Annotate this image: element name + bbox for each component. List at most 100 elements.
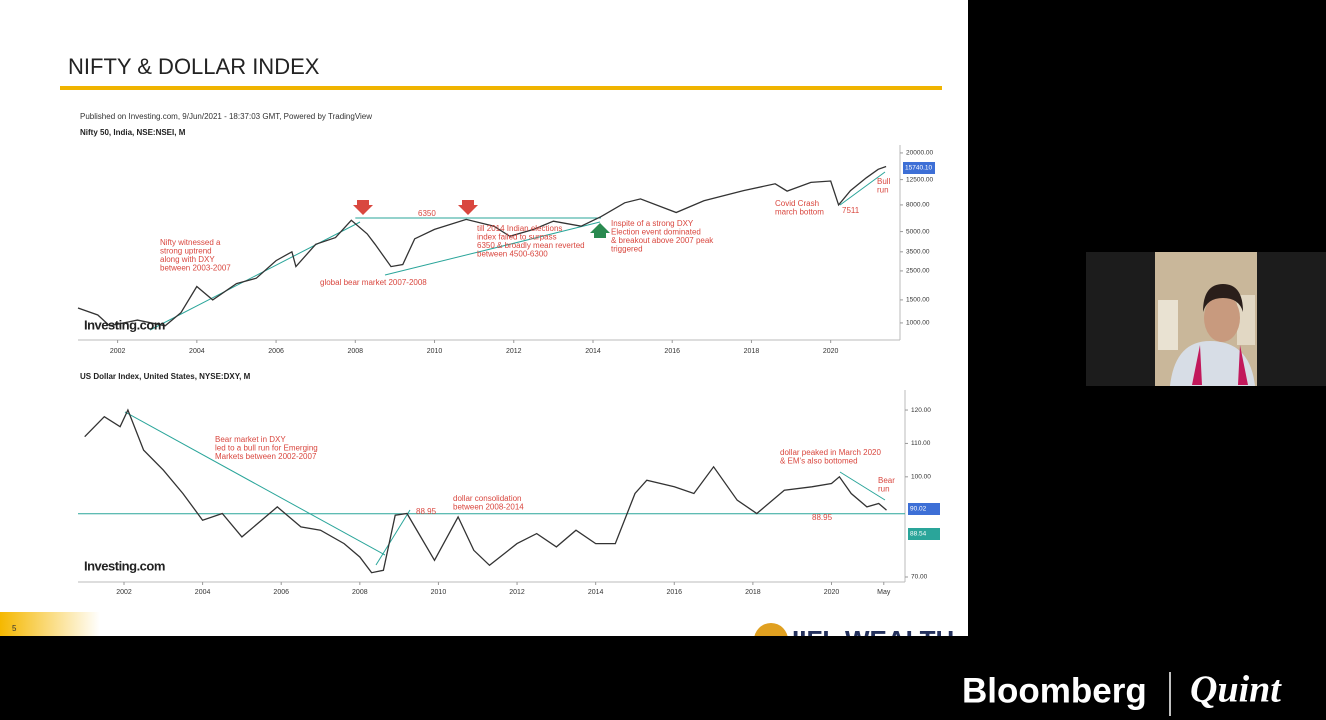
x-tick-label: 2002 — [116, 589, 132, 596]
y-tick-label: 110.00 — [911, 440, 931, 447]
price-line — [84, 408, 887, 574]
y-tick-label: 70.00 — [911, 574, 928, 581]
x-tick-label: 2006 — [273, 589, 289, 596]
trend-line — [839, 171, 886, 206]
annotation: till 2014 Indian elections — [477, 224, 562, 233]
y-tick-label: 20000.00 — [906, 150, 933, 157]
watermark: Investing.com — [84, 558, 165, 573]
y-tick-label: 12500.00 — [906, 176, 933, 183]
annotation: march bottom — [775, 208, 824, 217]
trend-lines — [124, 171, 886, 566]
y-tick-label: 5000.00 — [906, 228, 930, 235]
annotation: 88.95 — [812, 513, 833, 522]
scarf — [1192, 345, 1248, 385]
x-tick-label: 2020 — [824, 589, 840, 596]
y-tick-label: 1500.00 — [906, 297, 930, 304]
price-tag — [903, 162, 935, 174]
chart-title: US Dollar Index, United States, NYSE:DXY… — [80, 372, 251, 381]
x-tick-label: 2016 — [666, 589, 682, 596]
y-tick-label: 100.00 — [911, 474, 931, 481]
annotation: triggered — [611, 245, 643, 254]
annotation: & breakout above 2007 peak — [611, 236, 714, 245]
annotation: Bear market in DXY — [215, 435, 286, 444]
window — [1158, 300, 1178, 350]
annotation: Bull — [877, 177, 891, 186]
annotation: 6350 — [418, 209, 436, 218]
y-tick-label: 8000.00 — [906, 202, 930, 209]
annotation: Election event dominated — [611, 228, 701, 237]
annotation: index failed to surpass — [477, 233, 557, 242]
sell-arrow — [458, 200, 478, 215]
annotation: between 2003-2007 — [160, 264, 231, 273]
published-note: Published on Investing.com, 9/Jun/2021 -… — [80, 112, 372, 121]
price-tag-label: 88.54 — [910, 531, 927, 538]
slide-title: NIFTY & DOLLAR INDEX — [68, 54, 320, 79]
page-bar — [0, 612, 100, 636]
x-tick-label: 2018 — [745, 589, 761, 596]
price-tag-label: 90.02 — [910, 506, 927, 513]
annotation: & EM's also bottomed — [780, 457, 858, 466]
annotation: Nifty witnessed a — [160, 238, 221, 247]
chart-title: Nifty 50, India, NSE:NSEI, M — [80, 128, 186, 137]
broadcast-left: Bloomberg — [962, 671, 1147, 710]
annotation: dollar consolidation — [453, 494, 522, 503]
x-tick-label: 2016 — [664, 348, 680, 355]
x-tick-label: 2008 — [352, 589, 368, 596]
title-rule — [60, 86, 942, 90]
person-body — [1170, 341, 1255, 386]
y-tick-label: 120.00 — [911, 407, 931, 414]
x-tick-label: 2002 — [110, 348, 126, 355]
annotation: Covid Crash — [775, 199, 819, 208]
annotation: Bear — [878, 476, 895, 485]
x-tick-label: 2020 — [823, 348, 839, 355]
x-tick-label: 2004 — [195, 589, 211, 596]
logo-mark — [754, 623, 788, 636]
x-tick-label: 2006 — [268, 348, 284, 355]
sell-arrow — [353, 200, 373, 215]
price-tag-label: 15740.10 — [905, 165, 932, 172]
watermark: Investing.com — [84, 317, 165, 332]
trend-line — [384, 221, 601, 276]
annotation: along with DXY — [160, 255, 215, 264]
annotation: global bear market 2007-2008 — [320, 278, 427, 287]
annotation: strong uptrend — [160, 247, 212, 256]
x-tick-label: 2004 — [189, 348, 205, 355]
broadcast-right: Quint — [1190, 669, 1282, 711]
trend-line — [375, 509, 411, 566]
slide — [0, 0, 968, 636]
page-number: 5 — [12, 624, 17, 633]
person-face — [1204, 294, 1240, 342]
logo-text: IIFL WEALTH — [792, 625, 954, 655]
price-tag — [908, 503, 940, 515]
buy-arrow — [590, 223, 610, 238]
y-tick-label: 2500.00 — [906, 268, 930, 275]
x-tick-label: 2018 — [744, 348, 760, 355]
y-tick-label: 1000.00 — [906, 320, 930, 327]
trend-line — [149, 221, 361, 331]
annotation: 6350 & broadly mean reverted — [477, 241, 585, 250]
x-tick-label: 2014 — [588, 589, 604, 596]
annotation: led to a bull run for Emerging — [215, 444, 318, 453]
annotation: 88.95 — [416, 507, 437, 516]
trend-line — [839, 471, 886, 501]
x-tick-label: 2014 — [585, 348, 601, 355]
x-tick-label: May — [877, 589, 891, 596]
trend-line — [124, 411, 386, 556]
annotation: run — [878, 485, 890, 494]
annotation: Inspite of a strong DXY — [611, 219, 694, 228]
annotation: Markets between 2002-2007 — [215, 452, 317, 461]
x-tick-label: 2010 — [427, 348, 443, 355]
annotation: between 4500-6300 — [477, 250, 548, 259]
x-tick-label: 2010 — [431, 589, 447, 596]
annotation: between 2008-2014 — [453, 503, 524, 512]
person-hair — [1203, 284, 1243, 312]
x-tick-label: 2008 — [348, 348, 364, 355]
x-tick-label: 2012 — [509, 589, 525, 596]
annotation: dollar peaked in March 2020 — [780, 448, 882, 457]
annotation: 7511 — [842, 206, 860, 215]
x-tick-label: 2012 — [506, 348, 522, 355]
price-line — [77, 165, 887, 327]
y-tick-label: 3500.00 — [906, 249, 930, 256]
